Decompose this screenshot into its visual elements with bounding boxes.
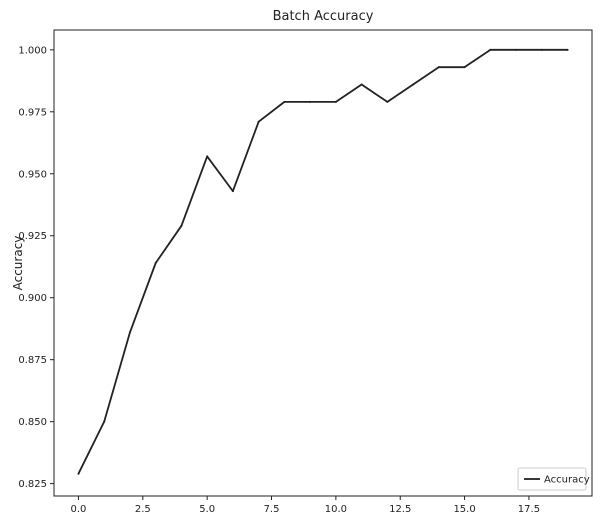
chart-title: Batch Accuracy (273, 9, 374, 24)
data-point (334, 100, 337, 103)
data-point (540, 48, 543, 51)
data-point (283, 100, 286, 103)
data-point (231, 190, 234, 193)
y-axis-label: Accuracy (11, 236, 25, 291)
x-tick-label: 17.5 (518, 504, 540, 515)
y-tick-label: 0.850 (18, 417, 47, 428)
legend-box (517, 467, 587, 491)
y-tick-label: 1.000 (18, 45, 47, 56)
y-tick-label: 0.825 (18, 479, 47, 490)
x-tick-label: 7.5 (264, 504, 280, 515)
x-tick-label: 2.5 (135, 504, 151, 515)
data-point (412, 83, 415, 86)
data-point (489, 48, 492, 51)
x-tick-label: 12.5 (389, 504, 411, 515)
y-tick-label: 0.875 (18, 355, 47, 366)
x-tick-label: 5.0 (199, 504, 215, 515)
y-tick-label: 0.925 (18, 231, 47, 242)
x-tick-label: 0.0 (71, 504, 87, 515)
x-tick-label: 15.0 (453, 504, 475, 515)
data-point (128, 331, 131, 334)
data-point (463, 66, 466, 69)
y-tick-label: 0.900 (18, 293, 47, 304)
plot-area-frame (53, 29, 593, 497)
data-point (515, 48, 518, 51)
data-point (206, 155, 209, 158)
legend-label: Accuracy (544, 475, 590, 486)
data-point (437, 66, 440, 69)
data-point (257, 120, 260, 123)
data-point (386, 100, 389, 103)
series-line-accuracy (77, 48, 569, 475)
data-point (77, 472, 80, 475)
data-point (360, 83, 363, 86)
x-tick-label: 10.0 (325, 504, 347, 515)
data-point (154, 262, 157, 264)
data-point (180, 224, 183, 227)
y-tick-label: 0.950 (18, 169, 47, 180)
data-point (566, 48, 569, 51)
data-point (309, 100, 312, 103)
y-tick-label: 0.975 (18, 107, 47, 118)
data-point (103, 420, 106, 423)
